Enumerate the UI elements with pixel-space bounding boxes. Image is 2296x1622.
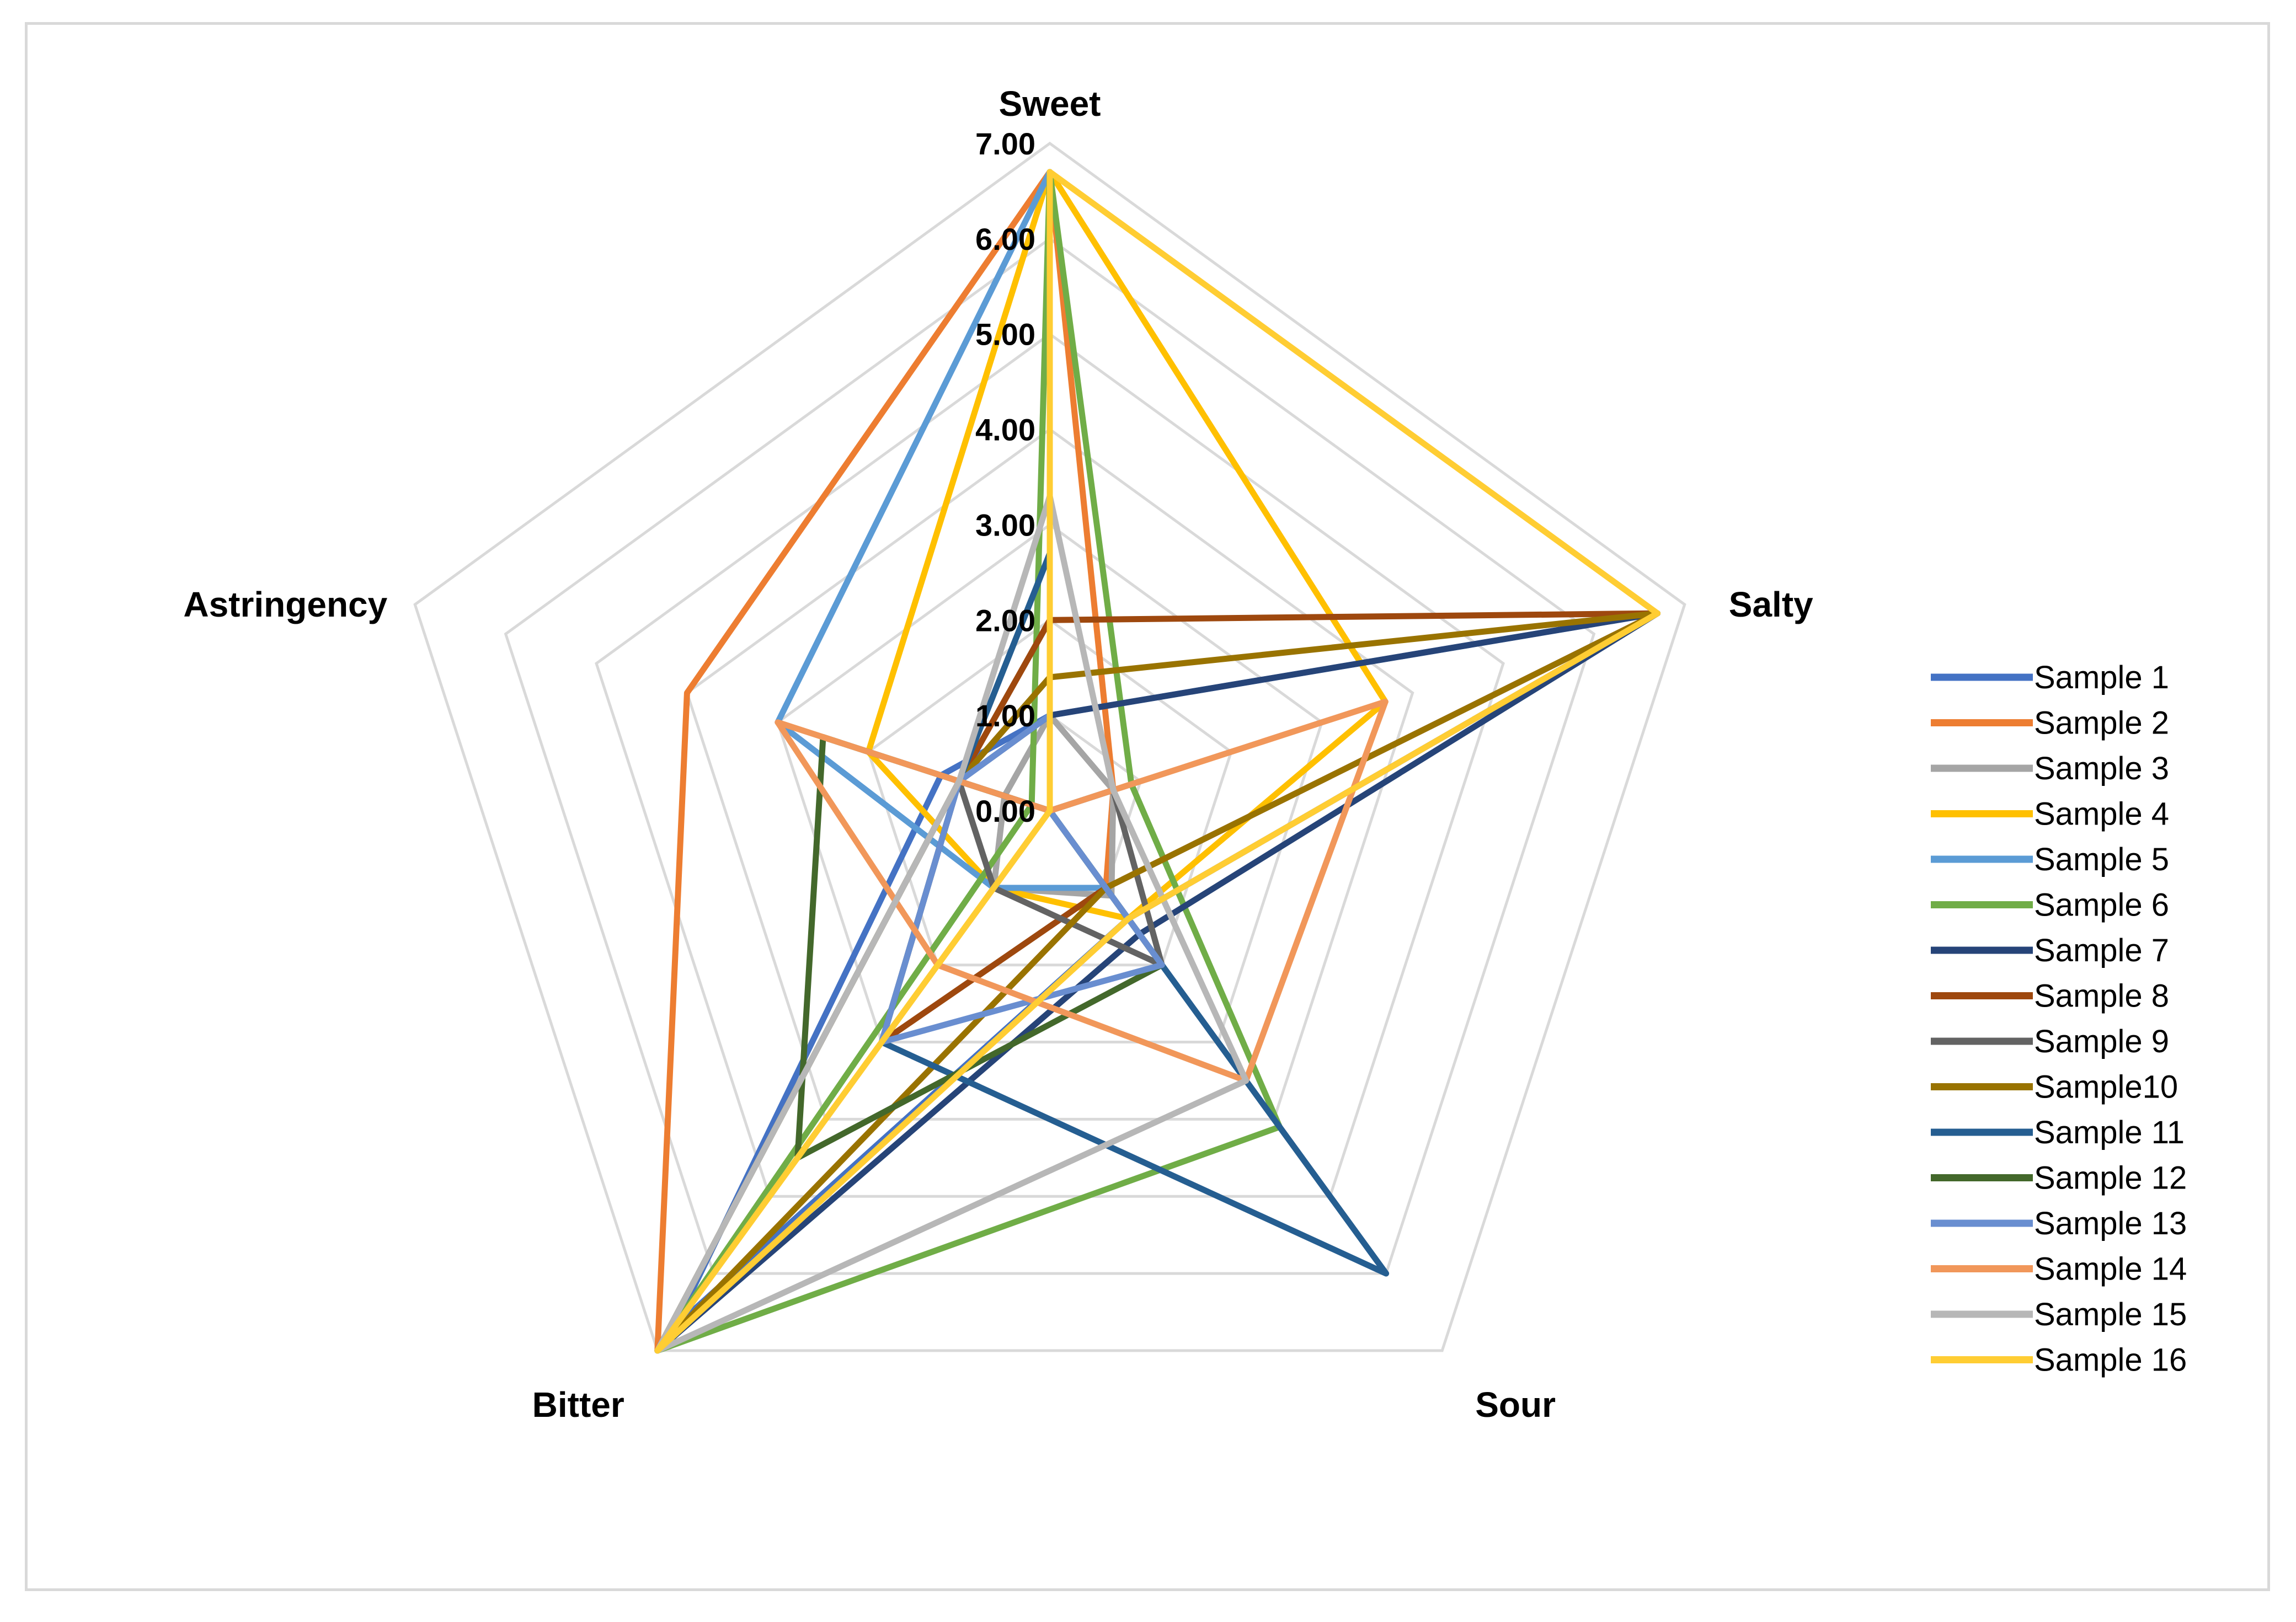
axis-label-salty: Salty [1729, 585, 1813, 624]
legend: Sample 1 Sample 2 Sample 3 Sample 4 Sample 5… [1931, 660, 2187, 1378]
legend-label-3: Sample 3 [2034, 751, 2169, 786]
legend-label-6: Sample 6 [2034, 887, 2169, 923]
legend-label-10: Sample10 [2034, 1069, 2178, 1105]
axis-label-sweet: Sweet [999, 84, 1101, 124]
legend-label-15: Sample 15 [2034, 1297, 2187, 1332]
legend-label-11: Sample 11 [2034, 1115, 2185, 1150]
series-line-sample-3 [990, 712, 1117, 899]
legend-label-4: Sample 4 [2034, 796, 2169, 832]
grid-ring-7 [413, 141, 1686, 1352]
legend-label-1: Sample 1 [2034, 660, 2169, 695]
tick-label-0: 0.00 [975, 794, 1035, 828]
series-line-sample-4 [865, 169, 1389, 922]
series-line-sample-16 [654, 169, 1660, 1354]
axis-label-bitter: Bitter [532, 1385, 624, 1425]
legend-label-5: Sample 5 [2034, 842, 2169, 877]
legend-label-12: Sample 12 [2034, 1160, 2187, 1196]
tick-label-6: 6.00 [975, 222, 1035, 256]
grid-ring-2 [867, 618, 1233, 967]
series-line-sample-15 [654, 493, 1250, 1354]
axis-label-sour: Sour [1475, 1385, 1556, 1425]
grid-ring-6 [504, 237, 1596, 1275]
legend-label-13: Sample 13 [2034, 1206, 2187, 1241]
tick-label-1: 1.00 [975, 698, 1035, 733]
grid-ring-5 [595, 332, 1505, 1198]
legend-label-14: Sample 14 [2034, 1251, 2187, 1287]
series-line-sample10 [654, 610, 1660, 1354]
legend-label-7: Sample 7 [2034, 933, 2169, 968]
tick-label-3: 3.00 [975, 507, 1035, 542]
tick-label-2: 2.00 [975, 603, 1035, 638]
series-line-sample-6 [654, 169, 1283, 1354]
tick-label-7: 7.00 [975, 126, 1035, 161]
tick-label-5: 5.00 [975, 317, 1035, 352]
grid-ring-3 [776, 523, 1324, 1044]
series-layer [654, 169, 1660, 1354]
series-line-sample-14 [775, 698, 1389, 1084]
axis-labels: Sweet Salty Sour Bitter Astringency [183, 84, 1813, 1425]
tick-labels: 0.00 1.00 2.00 3.00 4.00 5.00 6.00 7.00 [975, 126, 1035, 828]
legend-label-2: Sample 2 [2034, 705, 2169, 741]
chart-frame [25, 22, 2270, 1591]
series-line-sample-8 [878, 610, 1660, 1046]
tick-label-4: 4.00 [975, 413, 1035, 447]
legend-label-9: Sample 9 [2034, 1024, 2169, 1059]
legend-label-16: Sample 16 [2034, 1342, 2187, 1378]
axis-label-astringency: Astringency [183, 585, 387, 624]
legend-label-8: Sample 8 [2034, 978, 2169, 1014]
